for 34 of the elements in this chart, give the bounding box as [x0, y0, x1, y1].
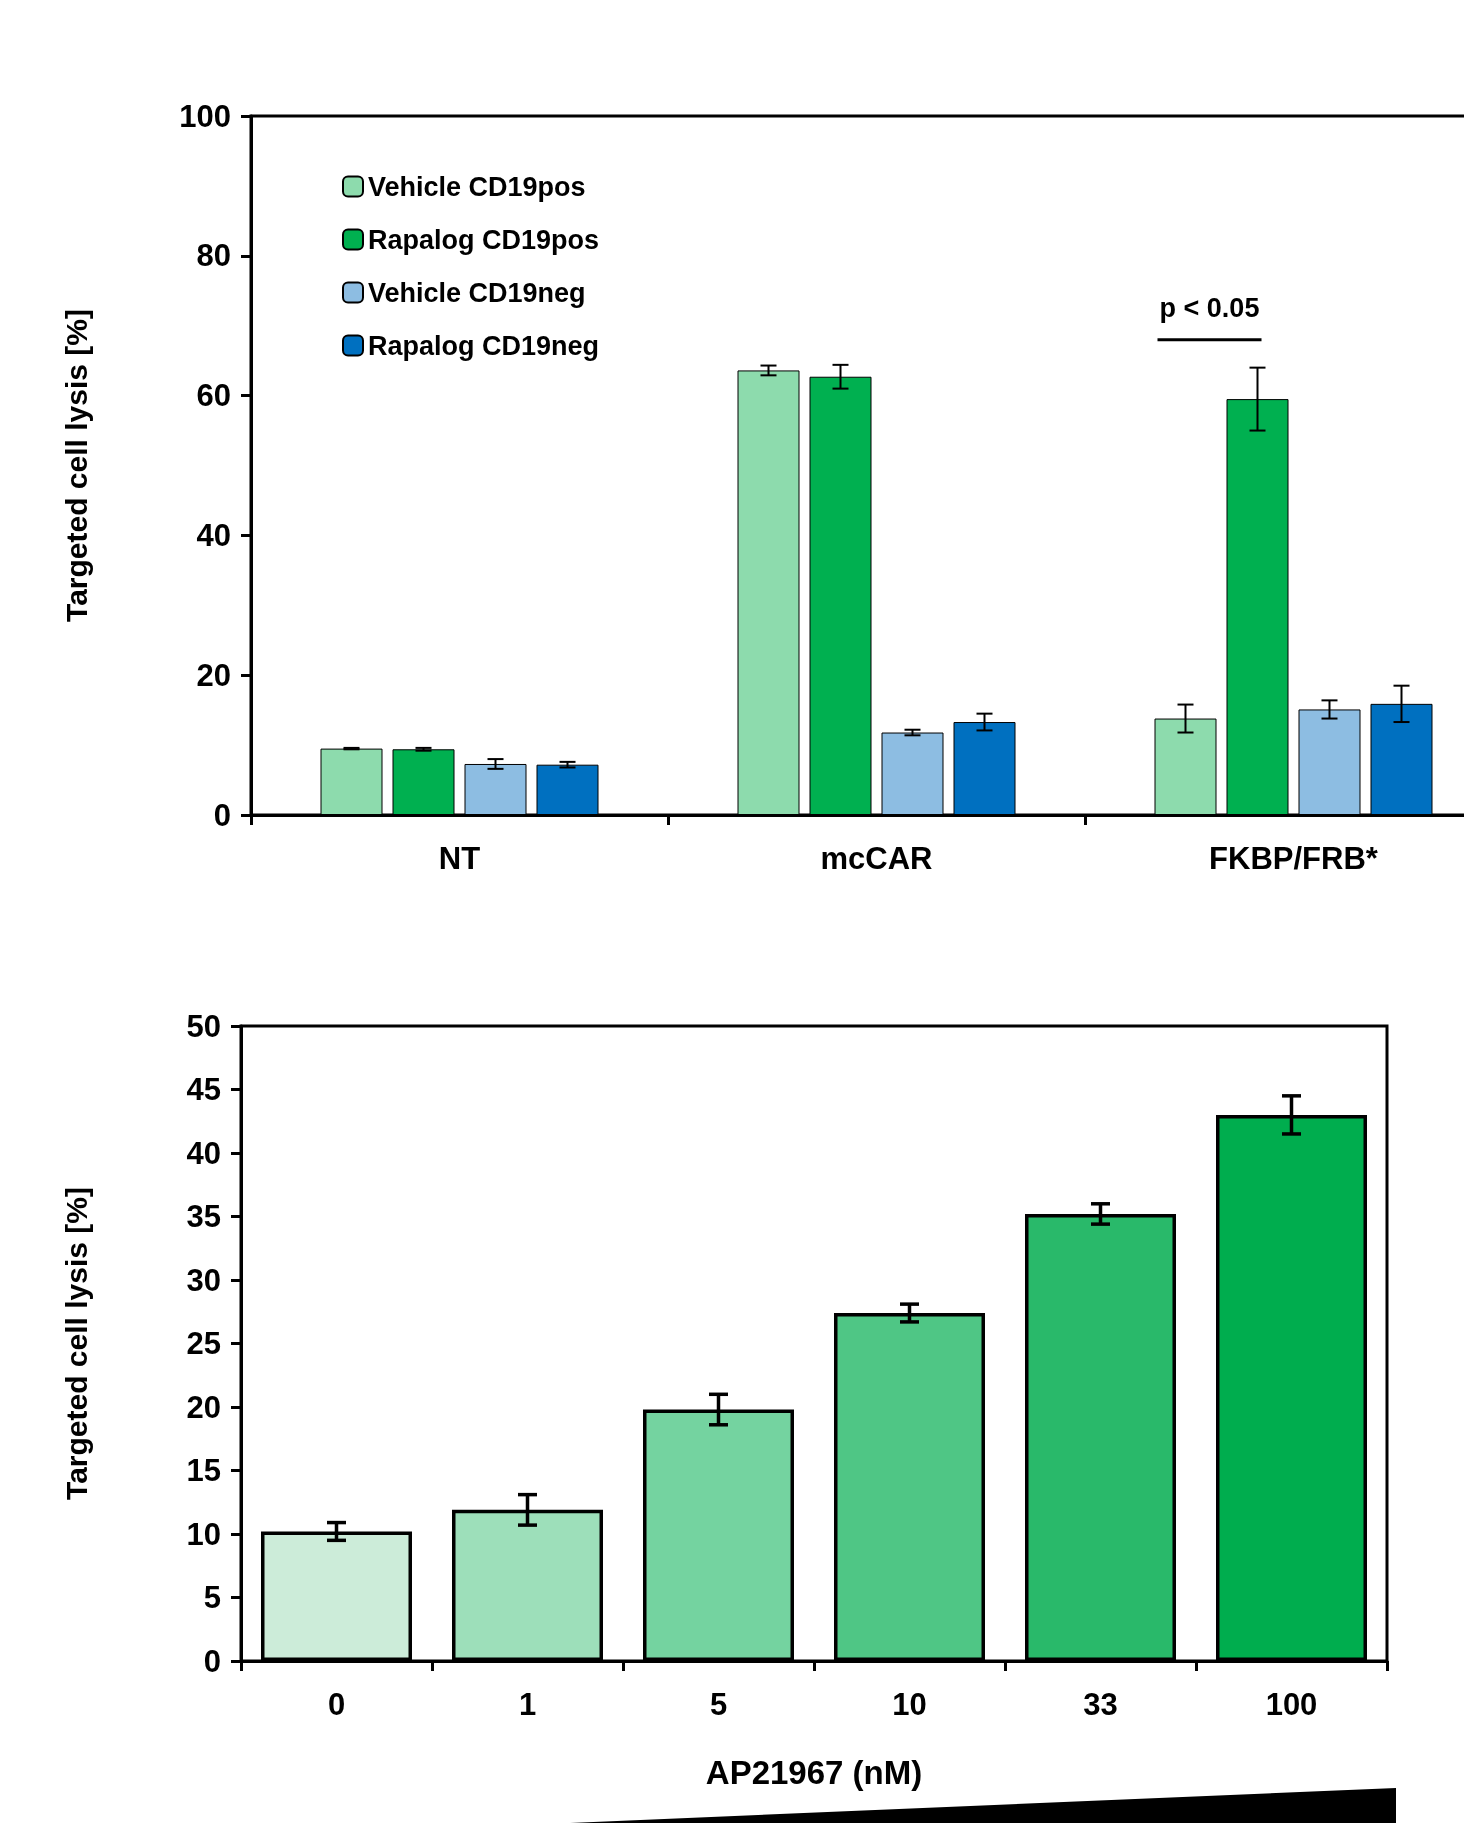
x-tick-label: 100 [1265, 1687, 1318, 1722]
y-tick-label: 40 [196, 517, 231, 553]
y-tick-label: 15 [186, 1453, 221, 1488]
y-tick-label: 80 [196, 238, 231, 274]
y-axis-title: Targeted cell lysis [%] [59, 1187, 93, 1500]
y-tick-label: 0 [213, 797, 231, 833]
y-tick-label: 5 [203, 1580, 221, 1615]
y-tick-label: 35 [186, 1199, 221, 1234]
y-tick-label: 25 [186, 1326, 221, 1361]
legend-label: Rapalog CD19pos [368, 224, 600, 255]
legend-label: Vehicle CD19pos [368, 171, 586, 202]
x-tick-label: 0 [327, 1687, 346, 1722]
x-tick-label: 5 [709, 1687, 728, 1722]
x-axis-title: AP21967 (nM) [705, 1754, 923, 1791]
y-axis-title: Targeted cell lysis [%] [59, 309, 93, 622]
y-tick-label: 60 [196, 378, 231, 414]
x-tick-label: NT [438, 841, 481, 876]
legend-label: Vehicle CD19neg [368, 277, 586, 308]
y-tick-label: 20 [196, 657, 231, 693]
y-tick-label: 40 [186, 1135, 221, 1171]
x-tick-label: FKBP/FRB* [1209, 841, 1379, 876]
y-tick-label: 30 [186, 1262, 221, 1298]
y-tick-label: 20 [186, 1389, 221, 1425]
x-tick-label: 1 [518, 1687, 537, 1722]
y-tick-label: 10 [186, 1516, 221, 1552]
y-tick-label: 45 [186, 1072, 221, 1107]
y-tick-label: 50 [186, 1008, 221, 1044]
x-tick-label: 33 [1083, 1687, 1118, 1722]
x-tick-label: 10 [892, 1687, 927, 1722]
x-tick-label: mcCAR [820, 841, 933, 876]
annotation: p < 0.05 [1159, 293, 1260, 324]
y-tick-label: 0 [203, 1643, 221, 1679]
legend-label: Rapalog CD19neg [368, 330, 600, 361]
y-tick-label: 100 [179, 98, 231, 134]
